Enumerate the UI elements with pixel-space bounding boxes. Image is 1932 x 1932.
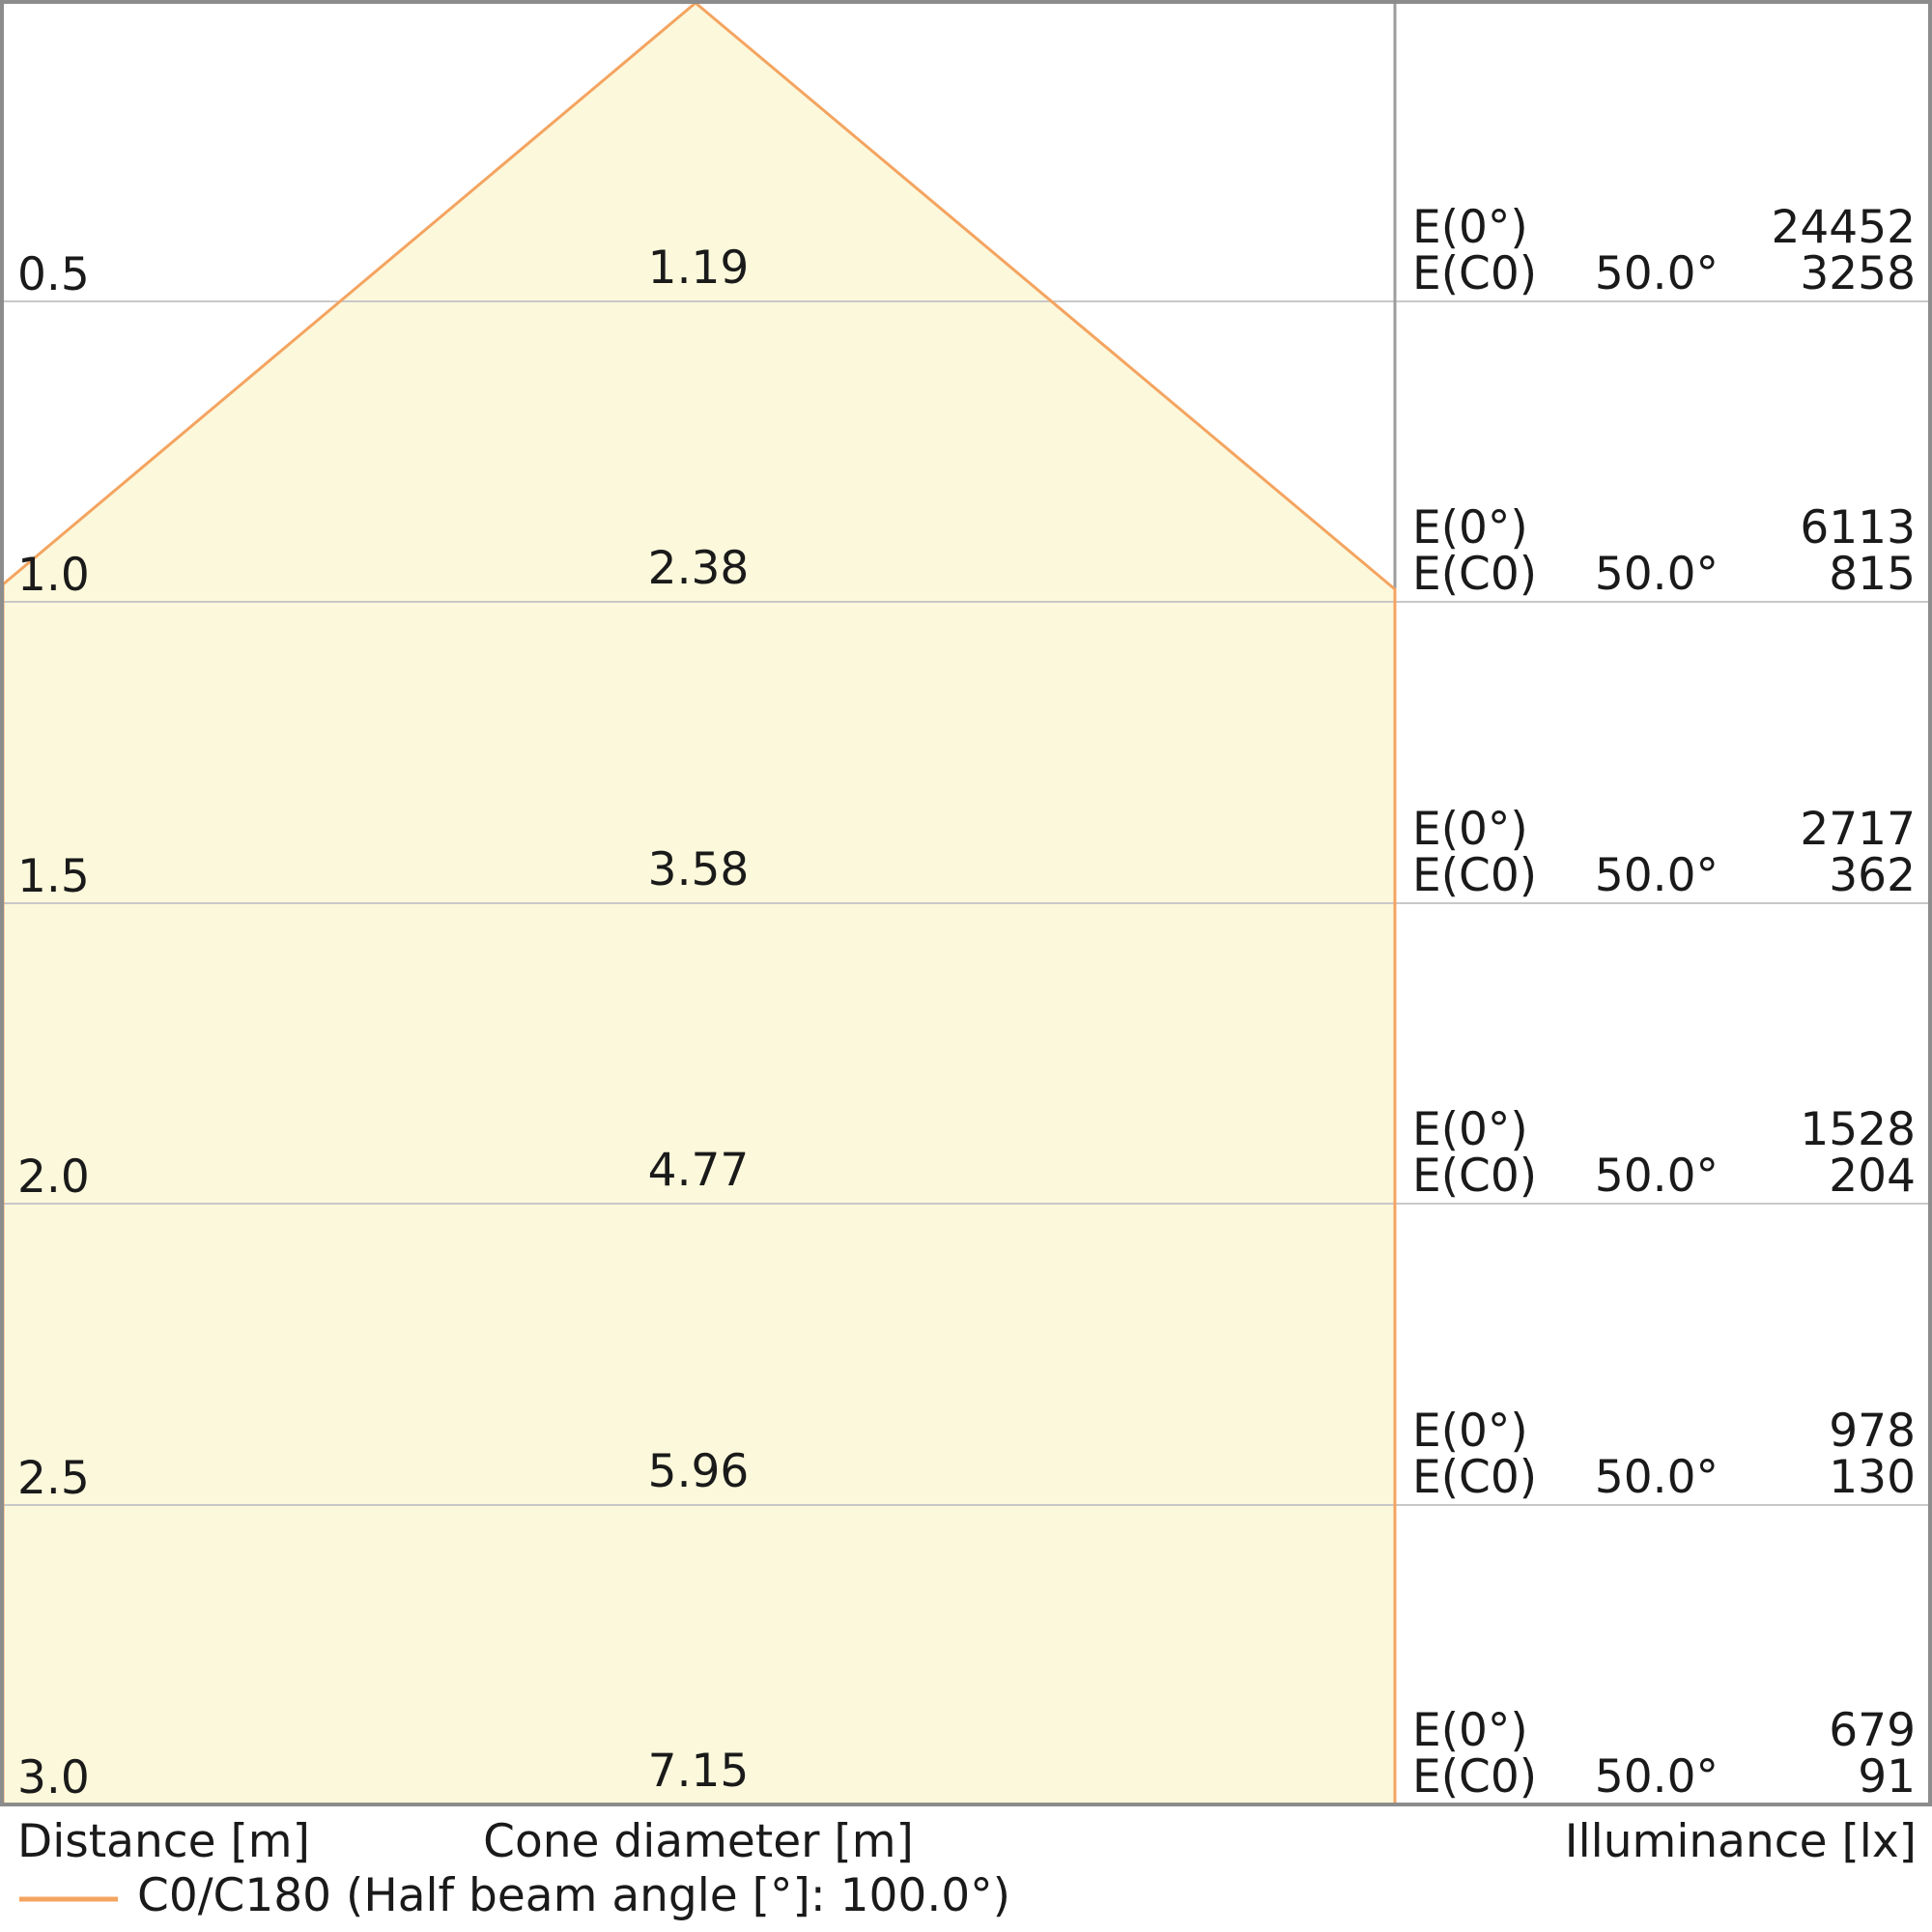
distance-label: 0.5 bbox=[17, 247, 90, 301]
beam-angle-value: 50.0° bbox=[1594, 1149, 1719, 1203]
e0-illuminance: 6113 bbox=[1800, 500, 1916, 554]
e0-label: E(0°) bbox=[1412, 802, 1528, 856]
distance-label: 2.5 bbox=[17, 1451, 90, 1505]
distance-label: 1.0 bbox=[17, 548, 90, 602]
legend-line-swatch bbox=[19, 1896, 118, 1902]
beam-angle-value: 50.0° bbox=[1594, 246, 1719, 300]
distance-label: 1.5 bbox=[17, 849, 90, 903]
cone-diameter-label: 1.19 bbox=[647, 241, 750, 295]
e0-illuminance: 2717 bbox=[1800, 802, 1916, 856]
e0-label: E(0°) bbox=[1412, 200, 1528, 254]
chart-border bbox=[0, 0, 1932, 1806]
e0-illuminance: 1528 bbox=[1800, 1102, 1916, 1156]
ec0-label: E(C0) bbox=[1412, 848, 1538, 902]
cone-diameter-axis-label: Cone diameter [m] bbox=[483, 1815, 914, 1868]
distance-axis-label: Distance [m] bbox=[17, 1815, 310, 1868]
ec0-illuminance: 91 bbox=[1858, 1749, 1916, 1804]
ec0-illuminance: 362 bbox=[1829, 848, 1916, 902]
cone-diameter-label: 7.15 bbox=[647, 1744, 750, 1798]
beam-angle-value: 50.0° bbox=[1594, 547, 1719, 601]
distance-label: 3.0 bbox=[17, 1750, 90, 1804]
ec0-illuminance: 204 bbox=[1829, 1149, 1916, 1203]
cone-diameter-label: 2.38 bbox=[647, 541, 750, 595]
cone-diameter-label: 4.77 bbox=[647, 1143, 750, 1197]
legend-label: C0/C180 (Half beam angle [°]: 100.0°) bbox=[137, 1869, 1010, 1922]
ec0-illuminance: 815 bbox=[1829, 547, 1916, 601]
e0-label: E(0°) bbox=[1412, 500, 1528, 554]
e0-illuminance: 24452 bbox=[1771, 200, 1916, 254]
ec0-label: E(C0) bbox=[1412, 246, 1538, 300]
ec0-label: E(C0) bbox=[1412, 1149, 1538, 1203]
ec0-label: E(C0) bbox=[1412, 1749, 1538, 1804]
e0-illuminance: 978 bbox=[1829, 1404, 1916, 1458]
illuminance-axis-label: Illuminance [lx] bbox=[1564, 1815, 1917, 1868]
e0-illuminance: 679 bbox=[1829, 1703, 1916, 1757]
ec0-illuminance: 3258 bbox=[1800, 246, 1916, 300]
e0-label: E(0°) bbox=[1412, 1703, 1528, 1757]
beam-angle-value: 50.0° bbox=[1594, 1749, 1719, 1804]
ec0-label: E(C0) bbox=[1412, 1450, 1538, 1504]
e0-label: E(0°) bbox=[1412, 1404, 1528, 1458]
distance-gridlines bbox=[3, 300, 1929, 1506]
ec0-label: E(C0) bbox=[1412, 547, 1538, 601]
ec0-illuminance: 130 bbox=[1829, 1450, 1916, 1504]
distance-label: 2.0 bbox=[17, 1150, 90, 1204]
cone-diameter-label: 3.58 bbox=[647, 842, 750, 896]
beam-angle-value: 50.0° bbox=[1594, 848, 1719, 902]
e0-label: E(0°) bbox=[1412, 1102, 1528, 1156]
cone-diameter-label: 5.96 bbox=[647, 1444, 750, 1498]
beam-angle-value: 50.0° bbox=[1594, 1450, 1719, 1504]
